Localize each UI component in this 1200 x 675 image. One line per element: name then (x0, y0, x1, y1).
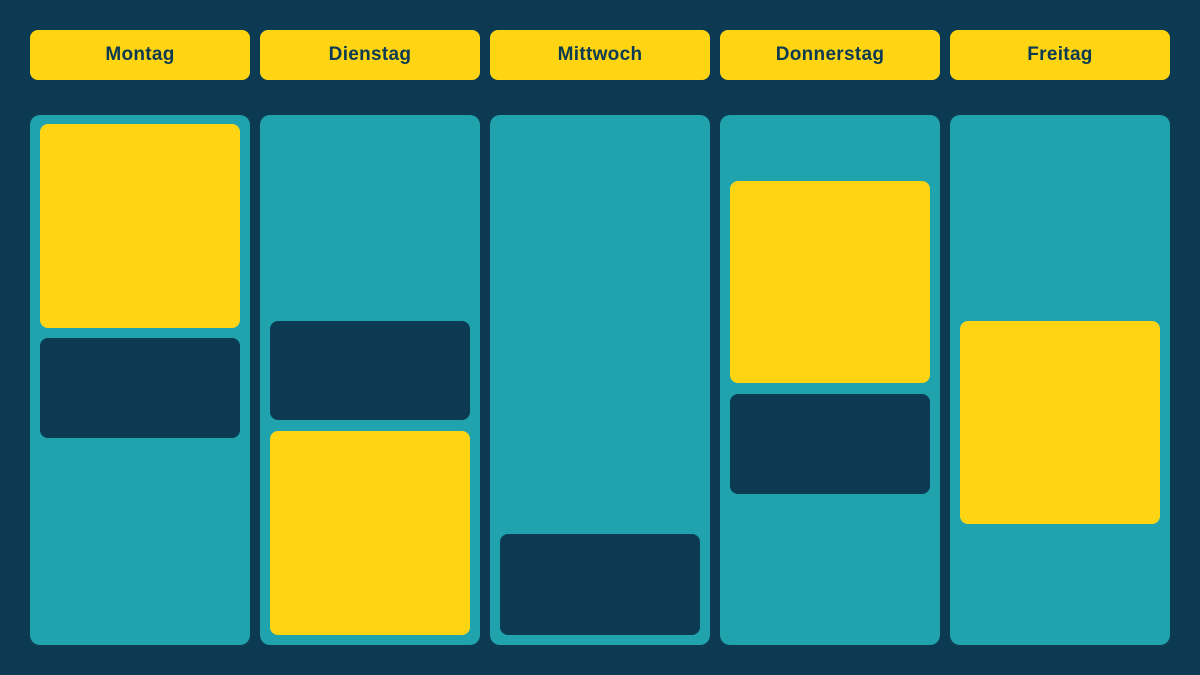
day-header-donnerstag[interactable]: Donnerstag (720, 30, 940, 80)
busy-block[interactable] (500, 534, 700, 635)
day-column-mittwoch[interactable] (490, 115, 710, 645)
day-columns-row (30, 115, 1170, 645)
day-header-montag[interactable]: Montag (30, 30, 250, 80)
day-header-row: Montag Dienstag Mittwoch Donnerstag Freitag (30, 30, 1170, 80)
day-header-freitag[interactable]: Freitag (950, 30, 1170, 80)
day-header-label: Freitag (1027, 44, 1093, 65)
busy-block[interactable] (730, 394, 930, 494)
day-column-dienstag[interactable] (260, 115, 480, 645)
day-column-montag[interactable] (30, 115, 250, 645)
day-header-label: Donnerstag (775, 44, 885, 65)
busy-block[interactable] (270, 321, 470, 420)
task-block[interactable] (730, 181, 930, 383)
day-column-donnerstag[interactable] (720, 115, 940, 645)
task-block[interactable] (40, 124, 240, 328)
day-header-mittwoch[interactable]: Mittwoch (490, 30, 710, 80)
day-header-label: Mittwoch (557, 44, 643, 65)
task-block[interactable] (270, 431, 470, 635)
day-header-label: Montag (105, 44, 175, 65)
busy-block[interactable] (40, 338, 240, 438)
day-header-label: Dienstag (328, 44, 412, 65)
day-column-freitag[interactable] (950, 115, 1170, 645)
day-header-dienstag[interactable]: Dienstag (260, 30, 480, 80)
task-block[interactable] (960, 321, 1160, 524)
